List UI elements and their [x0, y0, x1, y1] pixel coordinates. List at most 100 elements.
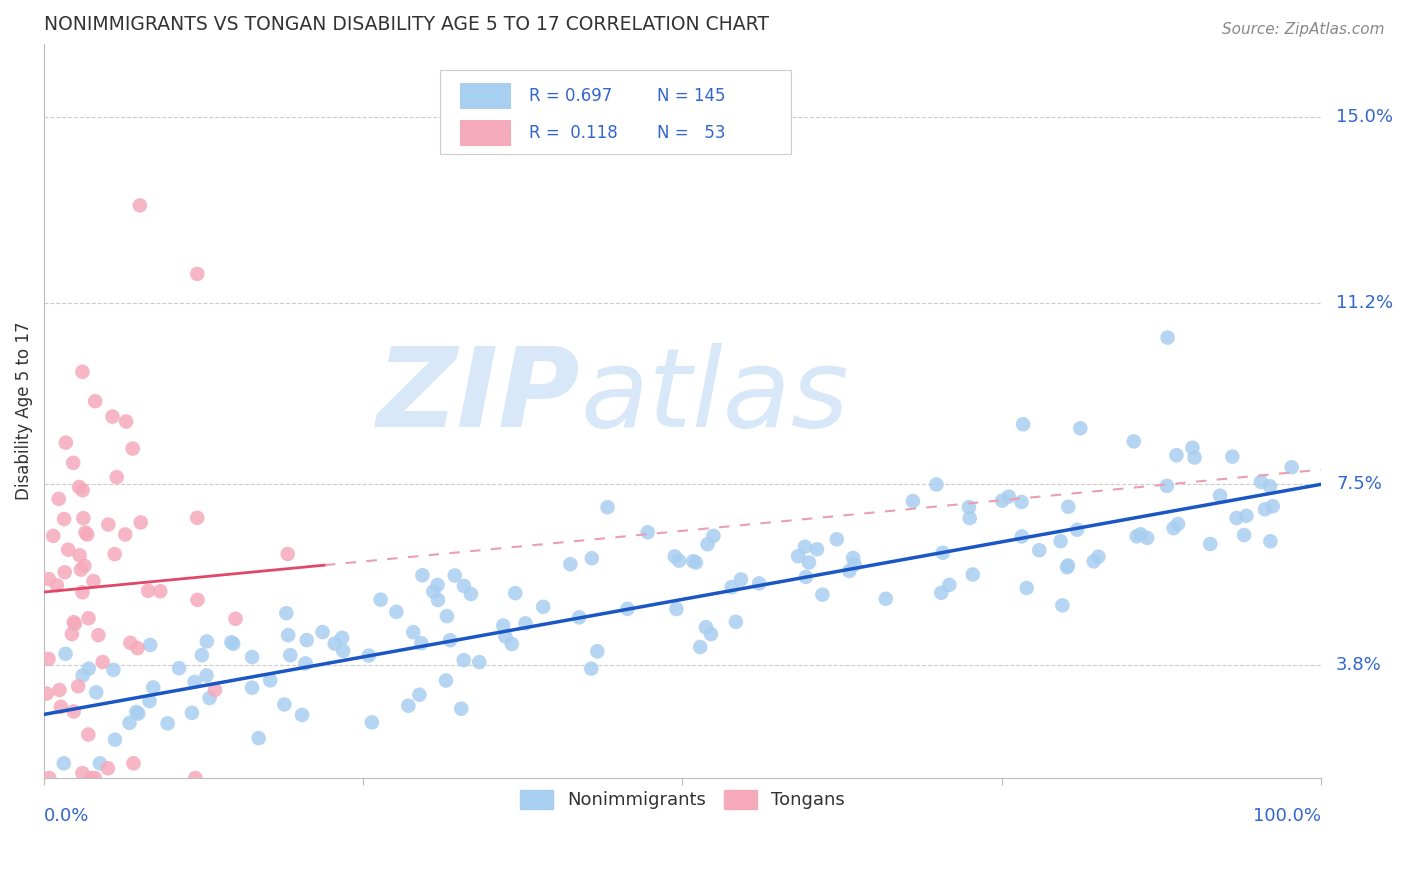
- Point: [72, 585, 94, 599]
- Legend: Nonimmigrants, Tongans: Nonimmigrants, Tongans: [513, 783, 852, 817]
- Point: [75, 525, 97, 540]
- Point: [330, 631, 353, 645]
- Text: N =   53: N = 53: [657, 124, 725, 142]
- Point: [139, 638, 162, 652]
- Point: [875, 591, 897, 606]
- Text: 15.0%: 15.0%: [1336, 108, 1393, 127]
- Point: [436, 609, 458, 624]
- Point: [450, 701, 472, 715]
- Point: [60, 627, 83, 641]
- Text: 3.8%: 3.8%: [1336, 657, 1382, 674]
- Point: [48, 683, 70, 698]
- Point: [247, 731, 270, 746]
- Text: N = 145: N = 145: [657, 87, 725, 105]
- Point: [35, 687, 58, 701]
- Point: [408, 688, 430, 702]
- Point: [357, 648, 380, 663]
- Point: [682, 554, 704, 568]
- Text: 0.0%: 0.0%: [44, 807, 90, 825]
- Point: [1069, 421, 1091, 435]
- Point: [695, 620, 717, 634]
- Point: [45, 578, 67, 592]
- Point: [49, 699, 72, 714]
- Point: [180, 706, 202, 720]
- Point: [1260, 534, 1282, 549]
- Point: [668, 554, 690, 568]
- Point: [104, 547, 127, 561]
- Point: [184, 771, 207, 785]
- Point: [1199, 537, 1222, 551]
- Point: [929, 586, 952, 600]
- Point: [259, 673, 281, 688]
- Point: [77, 662, 100, 676]
- Point: [332, 644, 354, 658]
- Point: [63, 615, 86, 630]
- Point: [67, 679, 90, 693]
- Point: [1126, 529, 1149, 543]
- Point: [932, 546, 955, 560]
- Point: [665, 602, 688, 616]
- Point: [221, 635, 243, 649]
- Point: [55, 435, 77, 450]
- Point: [957, 500, 980, 514]
- Point: [195, 634, 218, 648]
- Point: [115, 415, 138, 429]
- Point: [114, 527, 136, 541]
- Point: [37, 652, 59, 666]
- Point: [997, 490, 1019, 504]
- Point: [136, 583, 159, 598]
- Point: [720, 580, 742, 594]
- Point: [142, 681, 165, 695]
- Point: [1258, 479, 1281, 493]
- Point: [225, 612, 247, 626]
- Point: [97, 517, 120, 532]
- Point: [439, 633, 461, 648]
- Point: [204, 682, 226, 697]
- Point: [568, 610, 591, 624]
- Point: [89, 756, 111, 771]
- Point: [724, 615, 747, 629]
- Point: [1129, 527, 1152, 541]
- Point: [1028, 543, 1050, 558]
- Point: [129, 516, 152, 530]
- Text: R =  0.118: R = 0.118: [529, 124, 619, 142]
- Point: [385, 605, 408, 619]
- Point: [501, 637, 523, 651]
- Point: [87, 628, 110, 642]
- Point: [1052, 599, 1074, 613]
- Point: [52, 756, 75, 771]
- Point: [103, 663, 125, 677]
- Point: [1163, 521, 1185, 535]
- Point: [1015, 581, 1038, 595]
- Point: [121, 442, 143, 456]
- Point: [42, 529, 65, 543]
- Point: [581, 662, 603, 676]
- Point: [118, 715, 141, 730]
- Point: [295, 633, 318, 648]
- Point: [460, 587, 482, 601]
- Point: [77, 611, 100, 625]
- Point: [122, 756, 145, 771]
- Point: [72, 766, 94, 780]
- Point: [515, 616, 537, 631]
- Point: [702, 529, 724, 543]
- Point: [38, 771, 60, 785]
- Point: [531, 599, 554, 614]
- Point: [186, 510, 208, 524]
- Point: [844, 558, 866, 572]
- Point: [396, 698, 419, 713]
- Point: [434, 673, 457, 688]
- Point: [62, 705, 84, 719]
- Point: [82, 574, 104, 588]
- Point: [48, 491, 70, 506]
- FancyBboxPatch shape: [440, 70, 792, 154]
- Point: [128, 198, 150, 212]
- Point: [277, 547, 299, 561]
- Point: [127, 641, 149, 656]
- Point: [560, 558, 582, 572]
- Point: [1220, 450, 1243, 464]
- Point: [1261, 500, 1284, 514]
- Point: [125, 705, 148, 719]
- Point: [586, 644, 609, 658]
- Point: [825, 533, 848, 547]
